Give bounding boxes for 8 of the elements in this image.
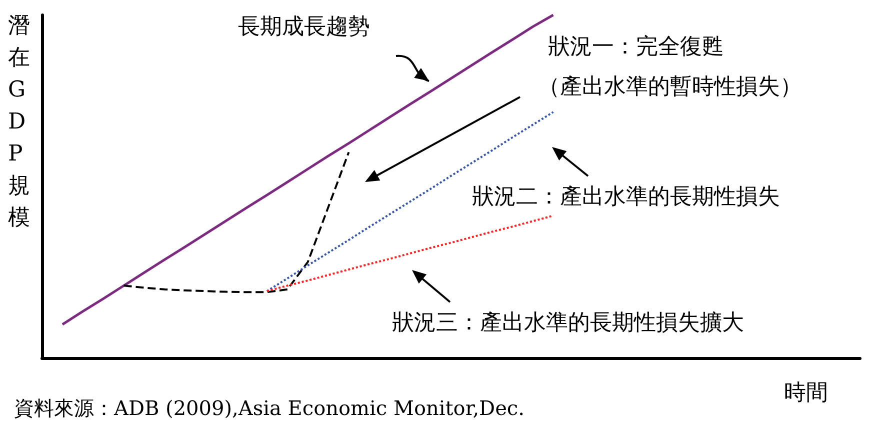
annotation: 狀況三：產出水準的長期性損失擴大	[392, 310, 744, 336]
annotation: 狀況二：產出水準的長期性損失	[472, 184, 780, 210]
annotation: 長期成長趨勢	[238, 14, 370, 40]
y-axis-title: 潛在GDP規模	[8, 14, 30, 230]
source-note: 資料來源：ADB (2009),Asia Economic Monitor,Dec.	[14, 396, 524, 420]
annotation: （產出水準的暫時性損失）	[538, 74, 802, 100]
annotation: 狀況一：完全復甦	[548, 34, 724, 60]
x-axis-title: 時間	[784, 380, 828, 406]
